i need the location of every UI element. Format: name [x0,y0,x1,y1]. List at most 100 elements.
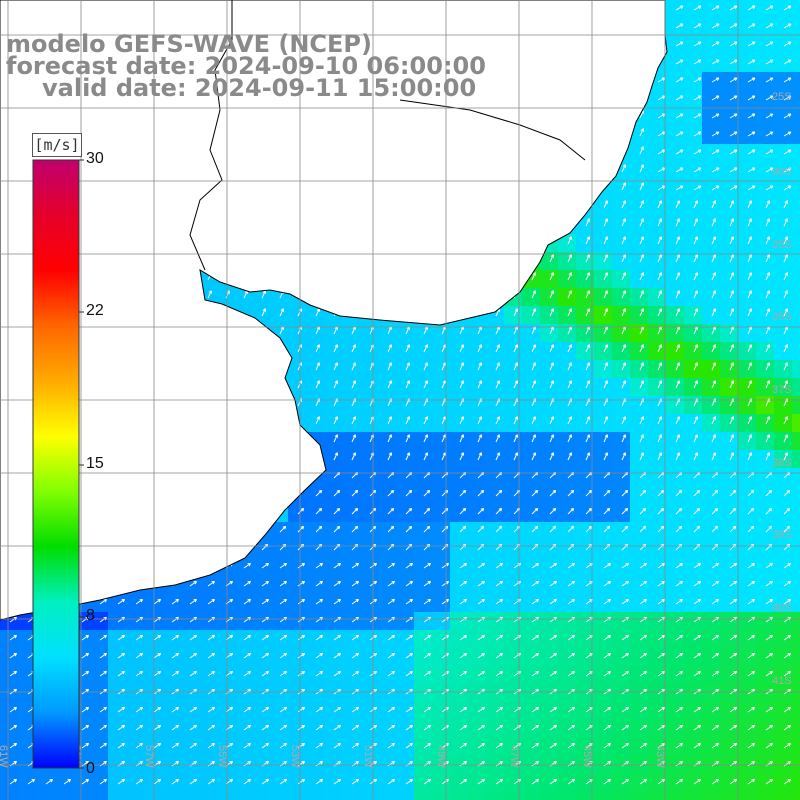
wind-arrow [549,652,558,659]
wind-cell [198,774,217,793]
wind-arrow [657,580,666,587]
wind-arrow [153,778,162,785]
wind-arrow [693,113,702,119]
valid-date-title: valid date: 2024-09-11 15:00:00 [42,74,477,102]
wind-cell [774,396,793,415]
wind-cell [288,648,307,667]
wind-arrow [711,23,720,29]
wind-cell [648,540,667,559]
wind-arrow [423,652,432,659]
wind-cell [540,432,559,451]
wind-cell [774,270,793,289]
wind-arrow [657,598,666,605]
wind-arrow [711,218,717,227]
wind-cell [684,90,703,109]
wind-cell [684,72,703,91]
wind-arrow [477,652,486,659]
wind-arrow [441,344,447,353]
wind-arrow [603,272,609,281]
wind-arrow [675,634,684,641]
wind-arrow [333,598,342,605]
wind-cell [486,486,505,505]
wind-arrow [603,362,609,371]
wind-cell [540,450,559,469]
wind-cell [540,414,559,433]
wind-cell [594,774,613,793]
wind-cell [756,558,775,577]
wind-cell [684,738,703,757]
wind-cell [270,684,289,703]
wind-cell [450,414,469,433]
wind-cell [504,306,523,325]
wind-cell [468,414,487,433]
wind-arrow [477,562,486,569]
wind-arrow [567,236,573,245]
wind-cell [774,666,793,685]
wind-arrow [693,507,701,515]
wind-cell [180,630,199,649]
wind-arrow [261,742,270,749]
wind-arrow [297,562,306,569]
wind-arrow [729,113,738,119]
wind-cell [396,648,415,667]
wind-cell [666,360,685,379]
wind-cell [504,396,523,415]
wind-cell [684,252,703,271]
wind-arrow [549,634,558,641]
wind-cell [270,648,289,667]
wind-cell [756,594,775,613]
wind-cell [720,666,739,685]
wind-cell [162,702,181,721]
wind-arrow [243,742,252,749]
wind-arrow [279,598,288,605]
wind-cell [630,144,649,163]
wind-cell [792,162,800,181]
wind-arrow [261,778,270,785]
wind-cell [594,198,613,217]
wind-cell [288,684,307,703]
lat-label: 37S [772,384,792,396]
wind-cell [468,648,487,667]
wind-cell [648,342,667,361]
wind-arrow [765,167,774,173]
lat-label: 30S [772,166,792,178]
wind-cell [504,558,523,577]
wind-arrow [387,634,396,641]
wind-cell [630,360,649,379]
wind-cell [666,594,685,613]
wind-cell [396,684,415,703]
wind-cell [306,504,325,523]
wind-arrow [459,434,465,443]
wind-cell [702,792,721,800]
wind-cell [630,450,649,469]
wind-arrow [387,706,396,713]
wind-cell [504,702,523,721]
wind-cell [324,630,343,649]
wind-cell [342,576,361,595]
wind-cell [612,468,631,487]
wind-cell [738,684,757,703]
wind-cell [630,306,649,325]
wind-cell [756,432,775,451]
wind-cell [720,486,739,505]
wind-arrow [405,670,414,677]
wind-arrow [459,362,465,371]
wind-cell [342,342,361,361]
wind-arrow [747,452,753,461]
wind-cell [684,666,703,685]
wind-arrow [477,580,486,587]
wind-arrow [621,380,627,389]
wind-arrow [621,525,629,533]
wind-arrow [207,652,216,659]
wind-cell [342,774,361,793]
wind-cell [198,702,217,721]
wind-arrow [783,507,791,515]
wind-arrow [711,272,717,281]
wind-arrow [711,200,717,209]
wind-cell [720,720,739,739]
wind-cell [108,594,127,613]
wind-arrow [729,778,738,785]
wind-arrow [729,362,735,371]
wind-cell [90,684,109,703]
wind-cell [324,792,343,800]
